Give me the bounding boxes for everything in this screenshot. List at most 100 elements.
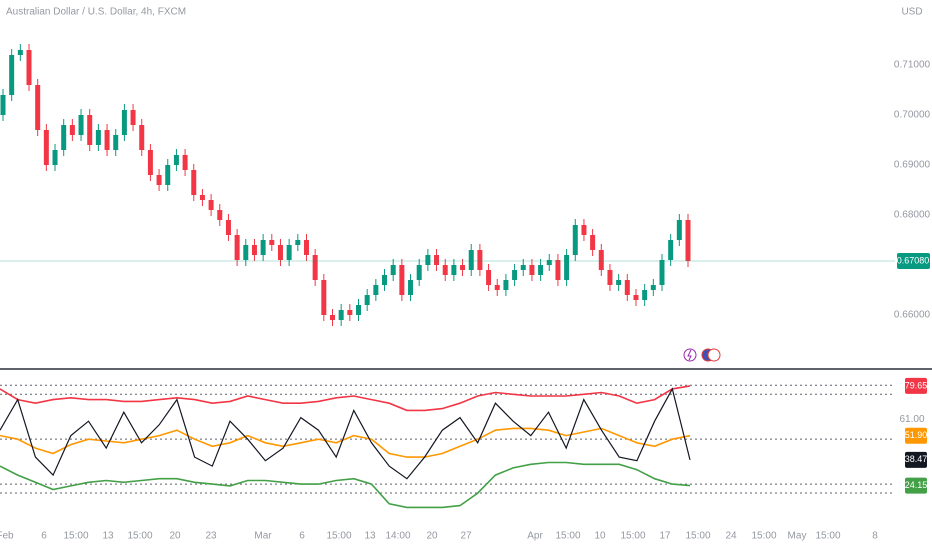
y-tick-label: 0.70000 bbox=[894, 110, 931, 121]
x-tick-label: 6 bbox=[299, 531, 305, 542]
candle-body bbox=[468, 250, 474, 270]
candle-body bbox=[35, 85, 41, 130]
last-value-box bbox=[905, 377, 927, 394]
candle-body bbox=[303, 240, 309, 255]
candle-body bbox=[650, 285, 656, 290]
candle-body bbox=[0, 95, 6, 115]
candle-body bbox=[676, 220, 682, 240]
indicator-line bbox=[0, 461, 691, 509]
candle-body bbox=[295, 240, 301, 245]
candle-body bbox=[78, 115, 84, 135]
x-tick-label: 15:00 bbox=[751, 531, 776, 542]
candle-body bbox=[581, 225, 587, 235]
candle-body bbox=[382, 275, 388, 285]
candle-body bbox=[191, 170, 197, 195]
candle-body bbox=[217, 210, 223, 220]
indicator-line bbox=[0, 387, 691, 480]
candle-body bbox=[494, 285, 500, 290]
last-value-label: 79.65 bbox=[905, 380, 928, 390]
event-icons bbox=[683, 348, 721, 362]
x-tick-label: 14:00 bbox=[385, 531, 410, 542]
candle-body bbox=[408, 280, 414, 295]
candle-body bbox=[95, 130, 101, 145]
candle-body bbox=[434, 255, 440, 265]
candle-body bbox=[182, 155, 188, 170]
x-tick-label: 24 bbox=[725, 531, 737, 542]
candle-body bbox=[104, 130, 110, 150]
candle-body bbox=[312, 255, 318, 280]
x-tick-label: 17 bbox=[659, 531, 671, 542]
x-tick-label: 15:00 bbox=[326, 531, 351, 542]
candle-body bbox=[347, 310, 353, 315]
candle-body bbox=[329, 315, 335, 320]
candle-body bbox=[225, 220, 231, 235]
x-tick-label: 13 bbox=[102, 531, 114, 542]
candle-body bbox=[243, 245, 249, 260]
x-tick-label: Feb bbox=[0, 531, 14, 542]
candle-body bbox=[113, 135, 119, 150]
indicator-line bbox=[0, 385, 691, 412]
candle-body bbox=[520, 265, 526, 270]
candle-body bbox=[564, 255, 570, 280]
candle-body bbox=[17, 50, 23, 55]
candle-body bbox=[260, 240, 266, 255]
candle-body bbox=[173, 155, 179, 165]
last-value-label: 38.47 bbox=[905, 454, 928, 464]
candle-body bbox=[598, 250, 604, 270]
candle-body bbox=[251, 245, 257, 255]
x-tick-label: 13 bbox=[364, 531, 376, 542]
x-tick-label: 15:00 bbox=[127, 531, 152, 542]
y-tick-label: 0.71000 bbox=[894, 60, 931, 71]
candle-body bbox=[9, 55, 15, 95]
candle-body bbox=[277, 245, 283, 260]
candle-body bbox=[52, 150, 58, 165]
candle-body bbox=[477, 250, 483, 270]
x-tick-label: May bbox=[788, 531, 807, 542]
candle-body bbox=[321, 280, 327, 315]
candle-body bbox=[572, 225, 578, 255]
candle-body bbox=[442, 265, 448, 275]
candle-body bbox=[121, 110, 127, 135]
candle-body bbox=[633, 295, 639, 300]
last-value-box bbox=[905, 477, 927, 494]
x-tick-label: 15:00 bbox=[555, 531, 580, 542]
current-price-label: 0.67080 bbox=[897, 255, 930, 265]
candle-body bbox=[685, 220, 691, 261]
x-tick-label: 27 bbox=[460, 531, 472, 542]
candle-body bbox=[69, 125, 75, 135]
indicator-line bbox=[0, 427, 691, 458]
y-tick-label: 0.69000 bbox=[894, 160, 931, 171]
candle-body bbox=[512, 270, 518, 280]
x-tick-label: 15:00 bbox=[620, 531, 645, 542]
x-tick-label: 15:00 bbox=[815, 531, 840, 542]
event-icon-glyph bbox=[687, 349, 692, 361]
chart-title: Australian Dollar / U.S. Dollar, 4h, FXC… bbox=[6, 7, 186, 18]
candle-body bbox=[538, 265, 544, 275]
candle-body bbox=[208, 200, 214, 210]
last-value-label: 51.90 bbox=[905, 430, 928, 440]
candle-body bbox=[269, 240, 275, 245]
candle-body bbox=[139, 125, 145, 150]
candle-body bbox=[607, 270, 613, 285]
candle-body bbox=[659, 260, 665, 285]
candle-body bbox=[590, 235, 596, 250]
candle-body bbox=[425, 255, 431, 265]
x-tick-label: 8 bbox=[872, 531, 878, 542]
candle-body bbox=[356, 305, 362, 315]
candle-body bbox=[399, 265, 405, 295]
event-icon bbox=[683, 348, 697, 362]
candle-body bbox=[624, 280, 630, 295]
x-tick-label: Mar bbox=[254, 531, 272, 542]
x-tick-label: 15:00 bbox=[685, 531, 710, 542]
candle-body bbox=[130, 110, 136, 125]
candle-body bbox=[61, 125, 67, 150]
candle-body bbox=[668, 240, 674, 260]
candle-body bbox=[286, 245, 292, 260]
x-tick-label: 20 bbox=[426, 531, 438, 542]
current-price-box bbox=[897, 253, 930, 269]
candle-body bbox=[26, 50, 32, 85]
candle-body bbox=[87, 115, 93, 145]
